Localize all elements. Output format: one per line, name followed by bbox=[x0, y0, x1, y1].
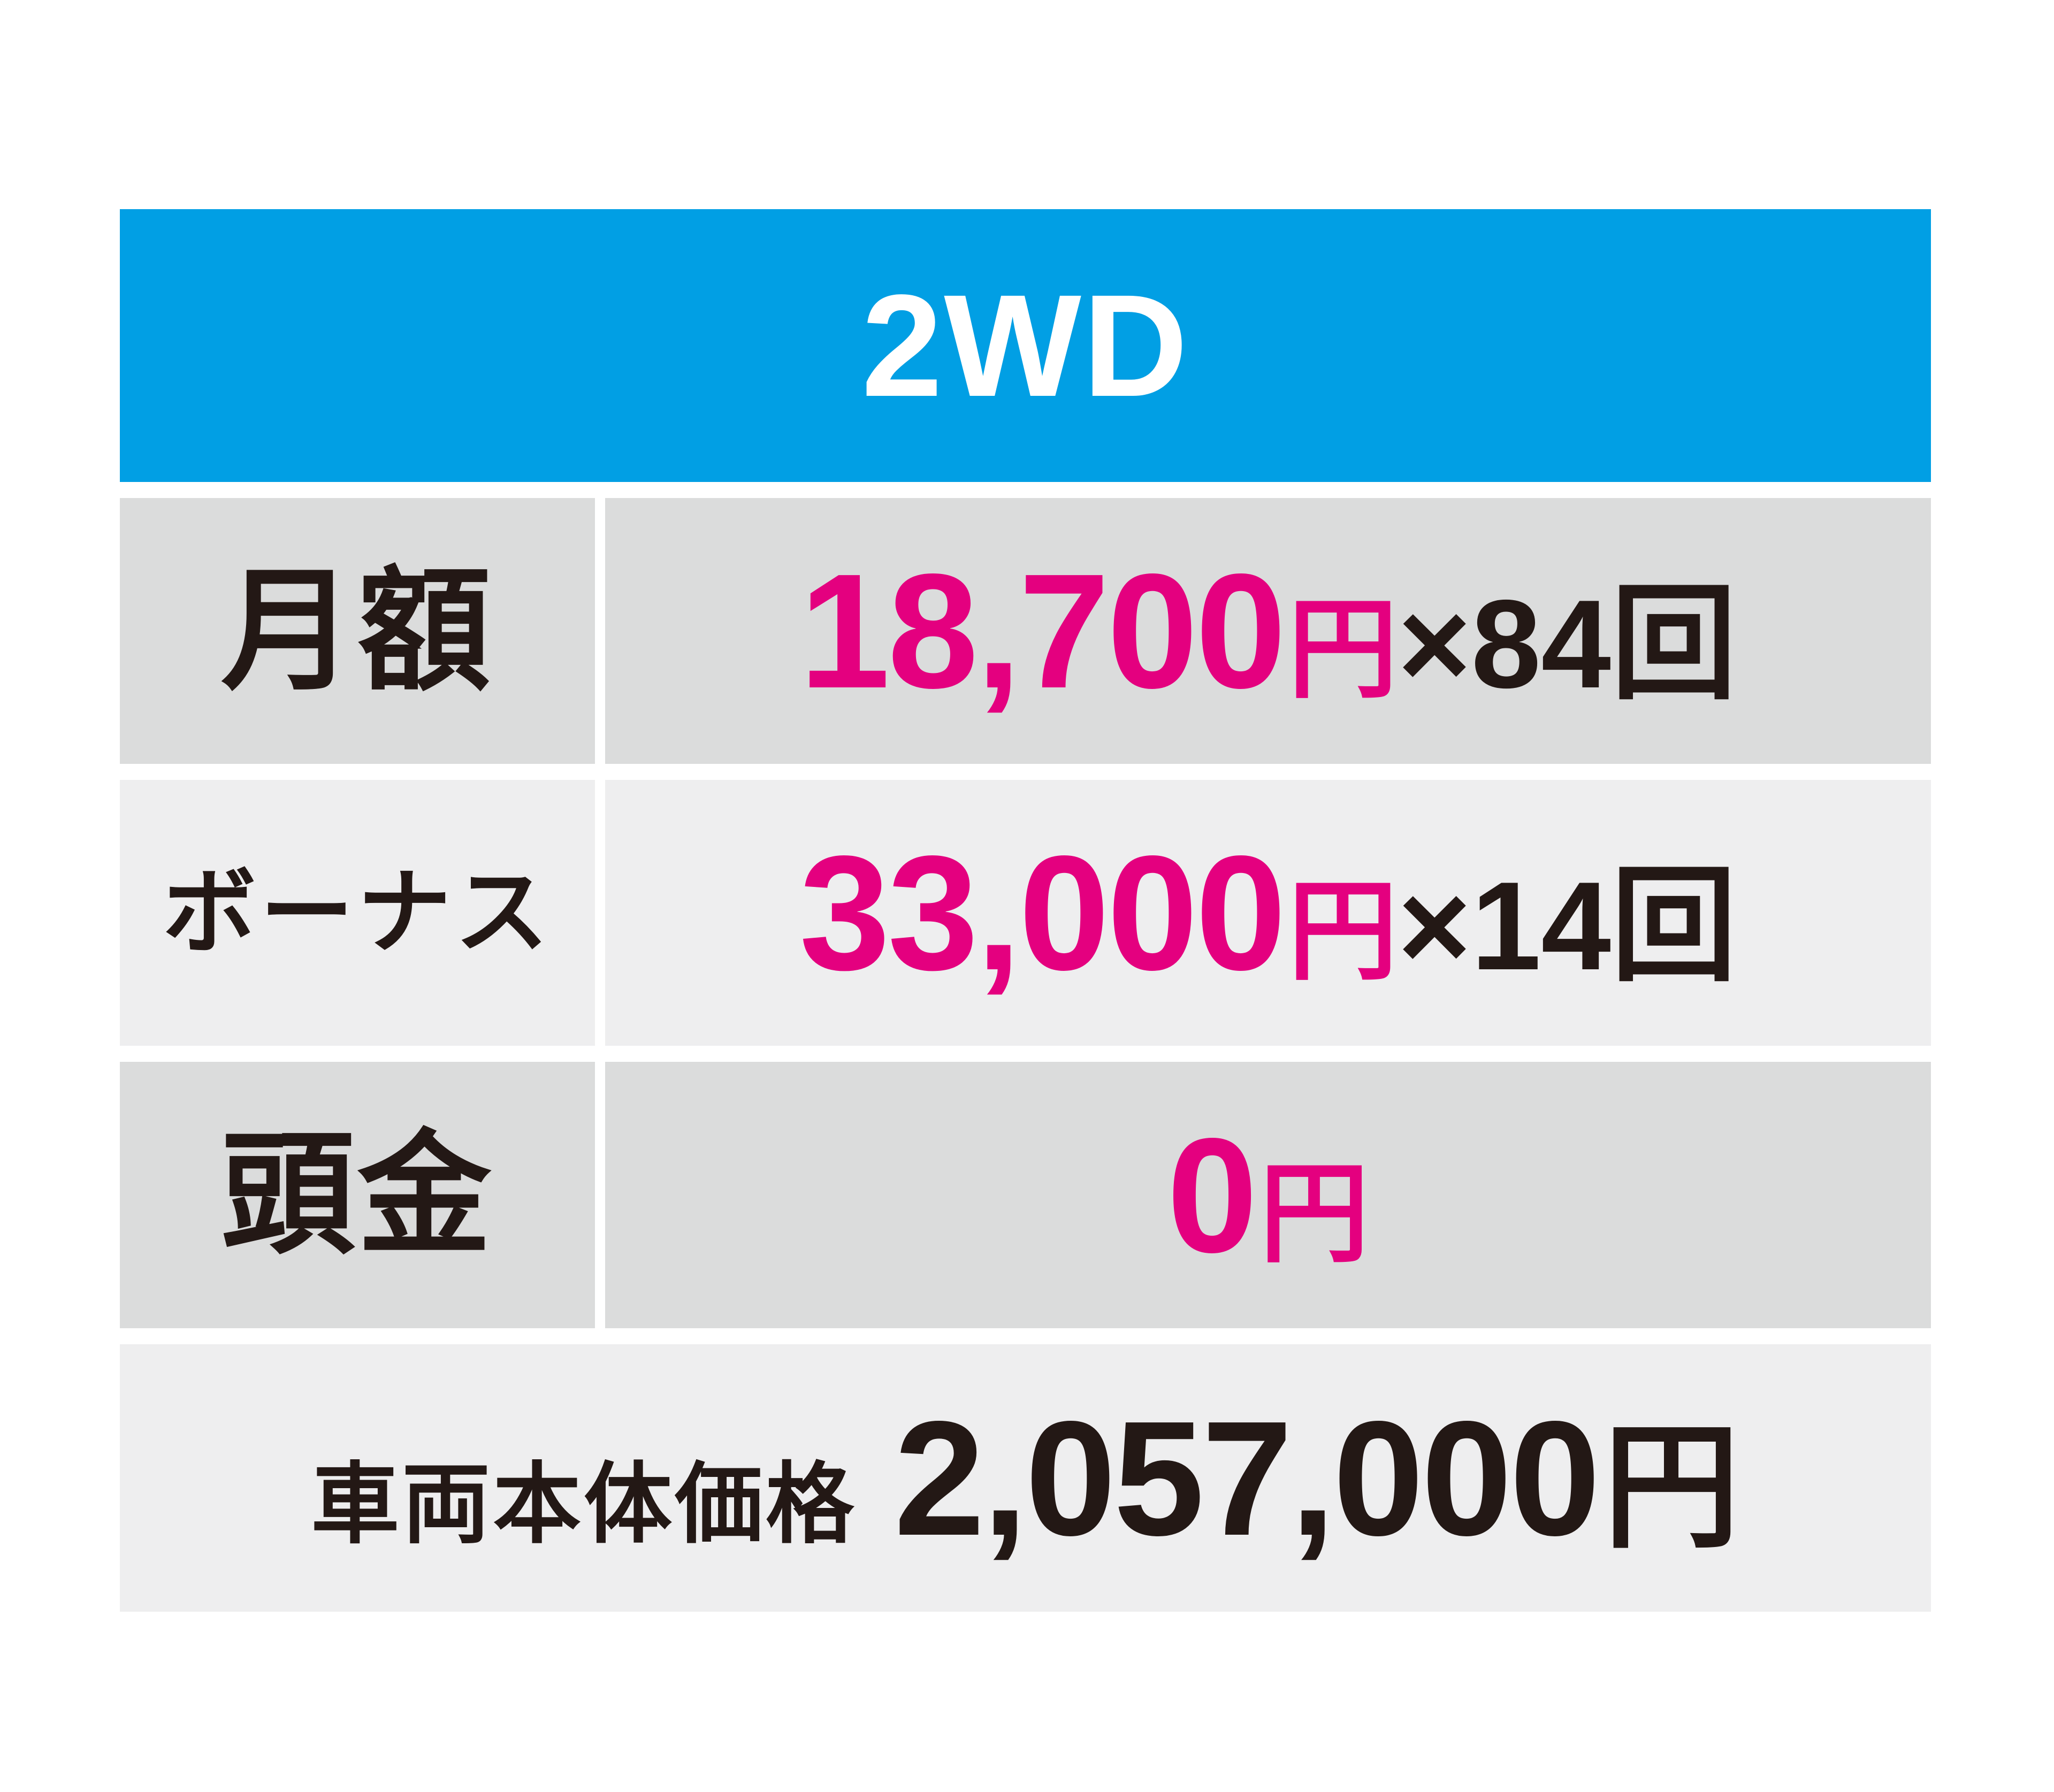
bonus-value: 33,000 円 ×14回 bbox=[799, 831, 1737, 994]
monthly-yen-unit: 円 bbox=[1288, 588, 1398, 711]
downpayment-value-cell: 0 円 bbox=[605, 1062, 1931, 1328]
vehicle-price-yen-unit: 円 bbox=[1603, 1411, 1740, 1564]
bonus-value-cell: 33,000 円 ×14回 bbox=[605, 780, 1931, 1046]
vehicle-price-label: 車両本体価格 bbox=[311, 1454, 857, 1553]
table-row-monthly: 月額 18,700 円 ×84回 bbox=[120, 498, 1931, 764]
table-row-bonus: ボーナス 33,000 円 ×14回 bbox=[120, 780, 1931, 1046]
price-table: 2WD 月額 18,700 円 ×84回 ボーナス 33,000 円 bbox=[120, 209, 1931, 1612]
downpayment-value: 0 円 bbox=[1167, 1114, 1369, 1277]
downpayment-label: 頭金 bbox=[221, 1120, 494, 1269]
monthly-amount: 18,700 bbox=[799, 540, 1286, 722]
downpayment-label-cell: 頭金 bbox=[120, 1062, 595, 1328]
bonus-label: ボーナス bbox=[163, 861, 552, 965]
vehicle-price-group: 車両本体価格 2,057,000 円 bbox=[311, 1397, 1739, 1560]
drivetrain-title: 2WD bbox=[861, 264, 1189, 427]
bonus-amount: 33,000 bbox=[799, 822, 1286, 1004]
downpayment-amount: 0 bbox=[1166, 1104, 1258, 1286]
table-row-downpayment: 頭金 0 円 bbox=[120, 1062, 1931, 1328]
vehicle-price-amount: 2,057,000 bbox=[894, 1387, 1600, 1569]
monthly-label-cell: 月額 bbox=[120, 498, 595, 764]
monthly-installments: ×84回 bbox=[1398, 573, 1737, 714]
bonus-installments: ×14回 bbox=[1398, 855, 1737, 996]
bonus-label-cell: ボーナス bbox=[120, 780, 595, 1046]
monthly-label: 月額 bbox=[221, 556, 494, 706]
table-row-vehicle-price: 車両本体価格 2,057,000 円 bbox=[120, 1344, 1931, 1612]
monthly-value-cell: 18,700 円 ×84回 bbox=[605, 498, 1931, 764]
table-header-2wd: 2WD bbox=[120, 209, 1931, 482]
downpayment-yen-unit: 円 bbox=[1259, 1152, 1370, 1275]
monthly-value: 18,700 円 ×84回 bbox=[799, 549, 1737, 713]
bonus-yen-unit: 円 bbox=[1288, 870, 1398, 993]
